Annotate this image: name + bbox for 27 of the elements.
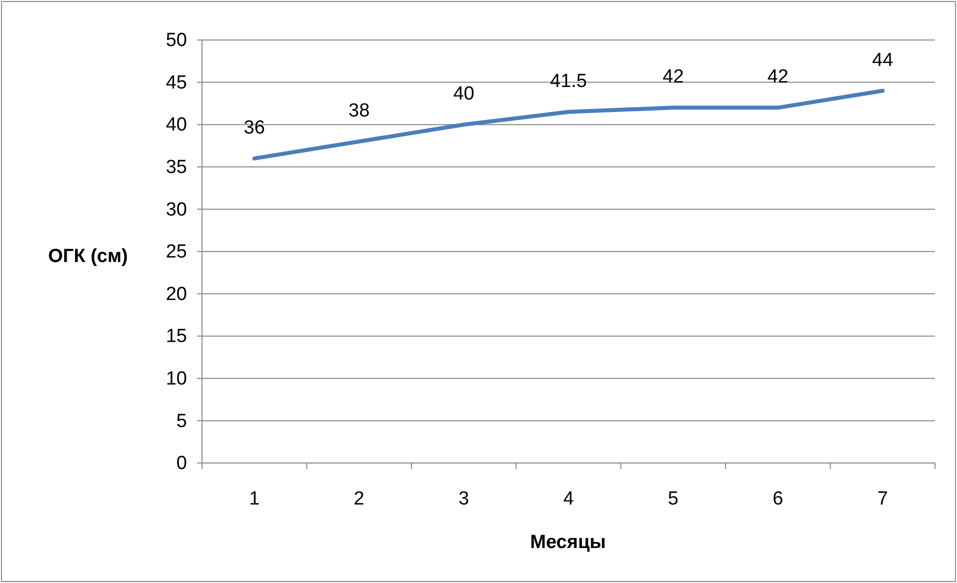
y-tick-label: 5: [176, 410, 187, 432]
y-tick-label: 50: [166, 30, 187, 52]
data-label: 41.5: [550, 70, 587, 92]
data-label: 42: [662, 66, 684, 88]
y-tick-label: 20: [166, 284, 187, 305]
y-tick-label: 0: [176, 453, 187, 474]
y-tick-label: 15: [166, 326, 187, 348]
x-tick-label: 5: [668, 488, 679, 510]
data-label: 40: [453, 84, 474, 105]
x-tick-label: 2: [354, 488, 364, 510]
data-label: 38: [348, 100, 370, 122]
y-axis-title: ОГК (см): [48, 246, 128, 267]
y-tick-label: 10: [166, 368, 187, 390]
data-label: 44: [872, 50, 894, 71]
x-axis-title: Месяцы: [530, 532, 606, 553]
x-tick-label: 6: [772, 488, 784, 510]
y-tick-label: 35: [166, 156, 187, 178]
y-tick-label: 40: [166, 114, 187, 136]
data-label: 36: [244, 117, 265, 138]
y-tick-label: 45: [166, 72, 187, 94]
x-tick-label: 7: [877, 488, 888, 510]
y-tick-label: 30: [166, 199, 187, 220]
x-tick-label: 3: [458, 488, 470, 510]
x-tick-label: 1: [249, 488, 260, 510]
data-label: 42: [767, 66, 788, 88]
y-tick-label: 25: [166, 242, 187, 263]
x-tick-label: 4: [563, 488, 574, 510]
